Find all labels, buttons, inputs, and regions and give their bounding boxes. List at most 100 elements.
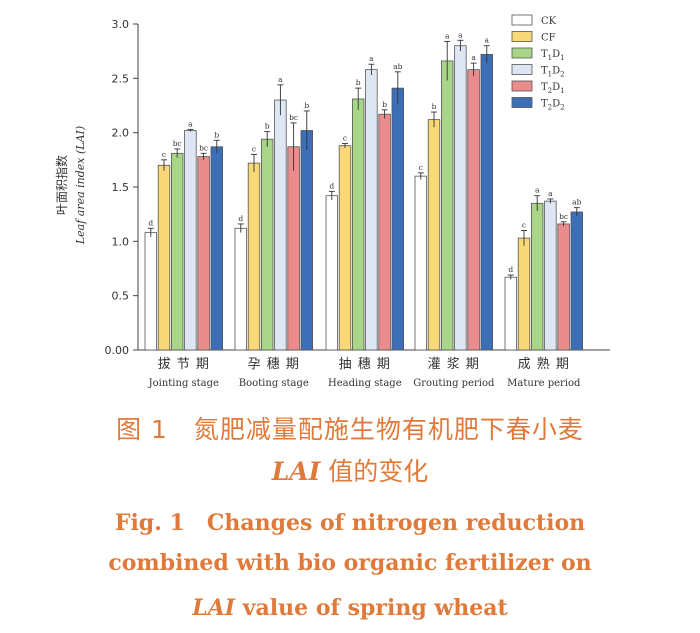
legend-label: CF [541, 33, 556, 44]
legend-swatch [511, 47, 533, 59]
caption-zh-rest: 值的变化 [320, 457, 429, 486]
significance-letter: a [458, 30, 463, 39]
bar [544, 200, 557, 351]
x-tick-label-zh: 灌 浆 期 [428, 357, 480, 372]
x-tick-label-zh: 成 熟 期 [518, 356, 570, 372]
significance-letter: d [148, 218, 153, 227]
significance-letter: ab [572, 198, 581, 207]
y-tick-label: 2.0 [112, 127, 130, 140]
bar [274, 99, 287, 351]
bar [570, 211, 584, 351]
caption-zh-line1: 图 1 氮肥减量配施生物有机肥下春小麦 [116, 415, 584, 444]
bar [557, 223, 570, 351]
y-tick-label: 1.5 [112, 181, 130, 194]
bar [260, 138, 274, 351]
bar [210, 146, 224, 351]
significance-letter: c [252, 144, 256, 153]
legend-swatch [511, 64, 533, 75]
x-tick-label-en: Heading stage [328, 378, 402, 389]
caption-en-lai: LAI [192, 595, 236, 621]
bar [351, 98, 365, 351]
lai-bar-chart: 0.00 0.5 1.0 1.5 2.0 2.5 3.0 叶面积指数 Leaf area ind… [54, 14, 610, 389]
bar [427, 119, 441, 351]
caption-zh-line2: LAI 值的变化 [0, 452, 700, 488]
legend-label: T1D2 [541, 66, 565, 79]
bar [170, 152, 184, 351]
bar [157, 164, 171, 351]
caption-en-line3: LAI value of spring wheat [0, 595, 700, 621]
significance-letter: a [485, 36, 490, 45]
legend-label: T1D1 [541, 49, 565, 62]
significance-letter: a [535, 186, 540, 195]
significance-letter: bc [173, 139, 182, 148]
bar [517, 237, 531, 351]
chart-legend: CK CF T1D1 T1D2 T2D1 T2D2 [511, 14, 565, 112]
significance-letter: a [471, 53, 476, 62]
significance-letter: a [548, 189, 553, 198]
caption-en-line1: Fig. 1 Changes of nitrogen reduction [114, 510, 586, 536]
significance-letter: a [278, 75, 283, 84]
significance-letter: c [522, 220, 526, 229]
legend-label: T2D2 [541, 99, 565, 112]
significance-letter: b [304, 101, 309, 110]
bar [287, 146, 300, 351]
significance-letter: bc [289, 113, 298, 122]
bar [391, 87, 405, 351]
legend-swatch [511, 80, 533, 92]
y-axis-label-zh: 叶面积指数 [54, 155, 69, 215]
y-tick-label: 3.0 [112, 18, 130, 31]
significance-letter: b [432, 102, 437, 111]
bar [440, 60, 454, 351]
y-tick-label: 0.5 [112, 290, 130, 303]
bar [504, 276, 518, 351]
legend-swatch [511, 97, 533, 108]
y-tick-label: 0.00 [105, 344, 130, 357]
bar [234, 227, 248, 351]
caption-zh-lai: LAI [271, 457, 321, 486]
significance-letter: c [162, 150, 166, 159]
x-tick-label-zh: 孕 穗 期 [248, 357, 300, 372]
legend-label: T2D1 [541, 82, 565, 95]
chart-axes: 0.00 0.5 1.0 1.5 2.0 2.5 3.0 叶面积指数 Leaf area ind… [54, 18, 610, 389]
significance-letter: d [238, 214, 243, 223]
significance-letter: b [356, 78, 361, 87]
x-tick-label-en: Grouting period [413, 378, 495, 389]
bar [184, 130, 197, 351]
x-tick-label-en: Booting stage [239, 378, 309, 389]
significance-letter: b [214, 130, 219, 139]
bar [325, 195, 339, 351]
significance-letter: c [343, 134, 347, 143]
significance-letter: a [445, 31, 450, 40]
bar [480, 54, 494, 351]
significance-letter: a [188, 119, 193, 128]
bar [144, 232, 158, 351]
significance-letter: b [382, 100, 387, 109]
caption-en-rest: value of spring wheat [235, 595, 508, 621]
bar [300, 130, 314, 351]
x-tick-label-en: Jointing stage [148, 378, 219, 389]
caption-en-line2: combined with bio organic fertilizer on [108, 550, 592, 576]
bar [378, 113, 391, 351]
significance-letter: d [508, 265, 513, 274]
significance-letter: b [265, 122, 270, 131]
bar [197, 156, 210, 351]
significance-letter: bc [559, 212, 568, 221]
bar [338, 145, 352, 351]
significance-letter: ab [393, 62, 402, 71]
significance-letter: a [369, 54, 374, 63]
bar [531, 202, 544, 351]
significance-letter: c [419, 163, 423, 172]
bar [414, 175, 428, 351]
bar [365, 69, 378, 351]
y-tick-label: 2.5 [112, 72, 130, 85]
x-tick-label-en: Mature period [507, 378, 581, 389]
x-tick-label-zh: 抽 穗 期 [339, 357, 391, 372]
bar [247, 162, 261, 351]
bar [467, 69, 480, 351]
significance-letter: bc [199, 143, 208, 152]
legend-swatch [511, 14, 533, 26]
x-tick-label-zh: 拔 节 期 [158, 357, 210, 372]
legend-label: CK [541, 16, 557, 27]
y-axis-label-en: Leaf area index (LAI) [74, 126, 87, 245]
